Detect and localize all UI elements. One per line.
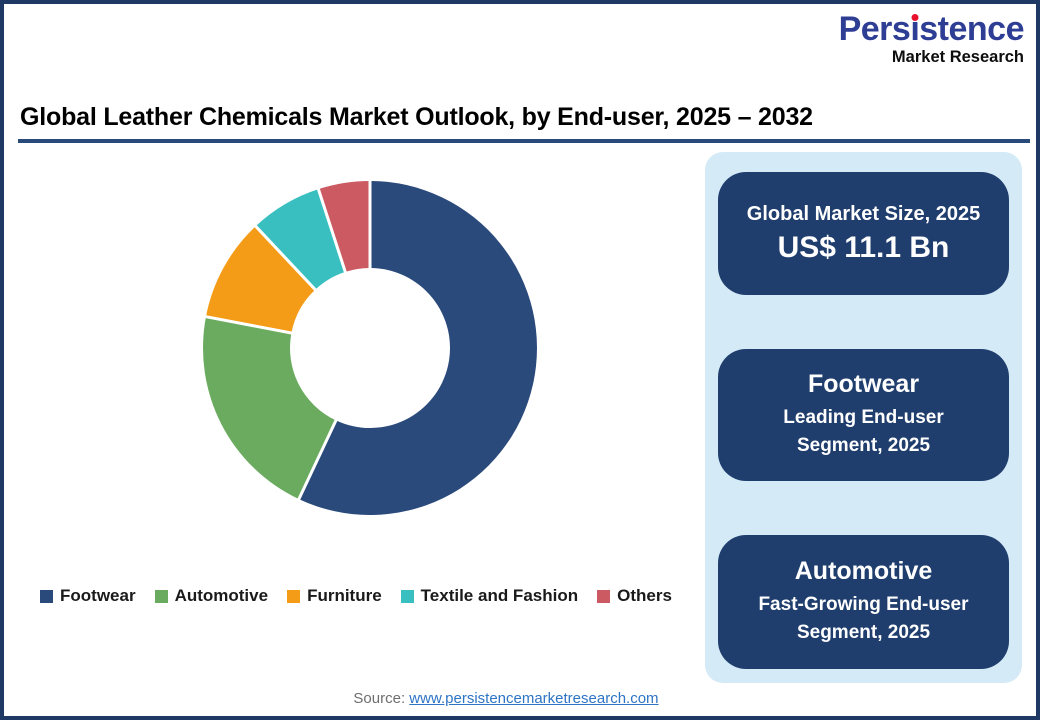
donut-slice-others xyxy=(318,181,370,272)
legend-item-footwear: Footwear xyxy=(40,586,136,606)
page-title: Global Leather Chemicals Market Outlook,… xyxy=(20,103,813,131)
fast-growing-segment-card: Automotive Fast-Growing End-user Segment… xyxy=(718,535,1009,669)
leading-segment-desc-line1: Leading End-user xyxy=(783,407,944,428)
donut-slice-separator xyxy=(203,314,294,335)
legend-swatch-icon xyxy=(40,589,53,603)
donut-slice-separator xyxy=(253,223,318,293)
legend-swatch-icon xyxy=(597,589,611,603)
market-size-card: Global Market Size, 2025 US$ 11.1 Bn xyxy=(718,172,1009,295)
logo-red-dot-i: ı xyxy=(910,10,920,48)
legend-label: Others xyxy=(617,586,672,605)
legend-label: Furniture xyxy=(307,586,382,605)
legend-swatch-icon xyxy=(154,589,168,603)
donut-slice-textile-and-fashion xyxy=(255,189,346,290)
leading-segment-name: Footwear xyxy=(807,370,920,398)
donut-slice-automotive xyxy=(203,316,336,500)
leading-segment-card: Footwear Leading End-user Segment, 2025 xyxy=(718,349,1009,481)
market-size-value: US$ 11.1 Bn xyxy=(777,230,950,264)
donut-slice-footwear xyxy=(298,181,537,515)
fast-growing-segment-desc-line2: Segment, 2025 xyxy=(796,622,931,643)
chart-legend: Footwear Automotive Furniture Textile and F… xyxy=(40,586,672,606)
donut-slice-separator xyxy=(316,186,348,275)
highlights-panel: Global Market Size, 2025 US$ 11.1 Bn Foo… xyxy=(705,152,1022,683)
brand-name: Persı stence xyxy=(838,10,1025,48)
brand-tagline: Market Research xyxy=(891,48,1024,66)
market-size-label: Global Market Size, 2025 xyxy=(746,202,981,225)
legend-label: Textile and Fashion xyxy=(420,586,579,605)
legend-label: Automotive xyxy=(174,586,269,605)
legend-label: Footwear xyxy=(60,586,136,605)
fast-growing-segment-desc-line1: Fast-Growing End-user xyxy=(758,594,969,615)
source-label: Source: xyxy=(353,690,406,707)
logo-dot-icon xyxy=(911,14,919,21)
legend-item-textile-and-fashion: Textile and Fashion xyxy=(400,586,579,606)
donut-slice-furniture xyxy=(205,226,316,334)
legend-item-automotive: Automotive xyxy=(154,586,269,606)
donut-slice-separator xyxy=(296,417,339,502)
title-underline xyxy=(18,139,1030,143)
source-line: Source: www.persistencemarketresearch.co… xyxy=(0,690,1012,707)
brand-logo: Persı stence Market Research xyxy=(838,10,1025,66)
legend-swatch-icon xyxy=(400,589,414,603)
leading-segment-desc-line2: Segment, 2025 xyxy=(796,435,931,456)
fast-growing-segment-name: Automotive xyxy=(794,557,933,585)
donut-chart xyxy=(203,179,537,515)
legend-item-furniture: Furniture xyxy=(287,586,382,606)
legend-item-others: Others xyxy=(597,586,672,606)
legend-swatch-icon xyxy=(287,589,301,603)
source-link[interactable]: www.persistencemarketresearch.com xyxy=(409,690,659,707)
